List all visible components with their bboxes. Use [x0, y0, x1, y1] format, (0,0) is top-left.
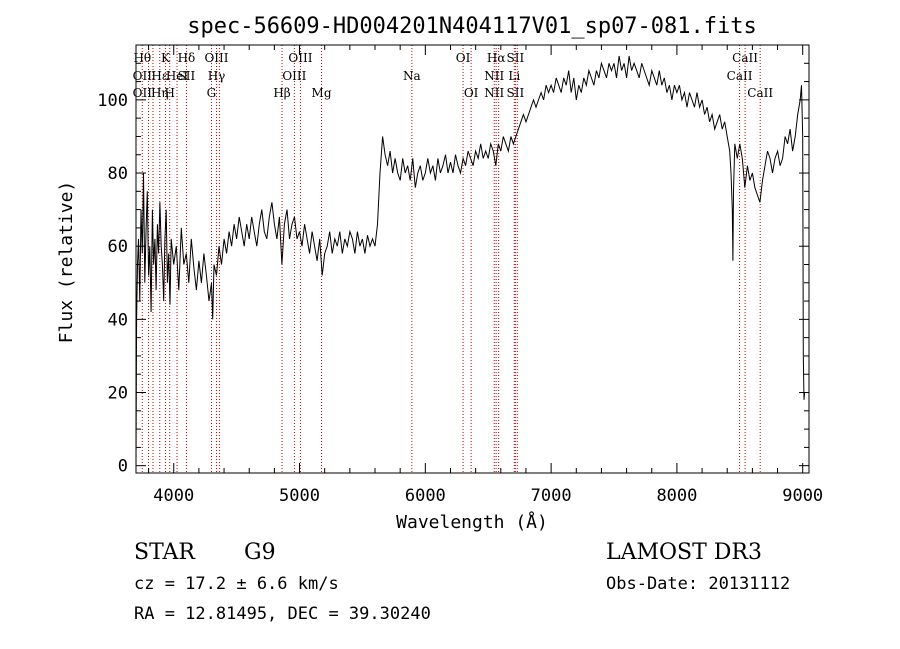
line-label: Mg: [312, 86, 332, 100]
line-label: Hδ: [178, 51, 196, 65]
line-label: OIII: [288, 51, 312, 65]
x-tick-label: 9000: [782, 486, 823, 506]
line-label: G: [207, 86, 217, 100]
object-type: STAR: [134, 540, 195, 565]
y-tick-label: 20: [108, 384, 128, 404]
line-label: CaII: [727, 69, 753, 83]
chart-title: spec-56609-HD004201N404117V01_sp07-081.f…: [187, 14, 757, 39]
coordinates: RA = 12.81495, DEC = 39.30240: [134, 604, 431, 624]
line-label: Hα: [487, 51, 506, 65]
line-label: OI: [464, 86, 479, 100]
x-tick-label: 6000: [405, 486, 446, 506]
line-label: Hε: [151, 69, 168, 83]
line-label: OI: [456, 51, 471, 65]
y-tick-label: 40: [108, 310, 128, 330]
line-label: Hη: [151, 86, 169, 100]
line-label: SII: [178, 69, 196, 83]
line-label: OII: [133, 86, 153, 100]
spectral-line-markers: [141, 45, 761, 473]
x-axis-label: Wavelength (Å): [396, 511, 548, 533]
line-label: OII: [133, 69, 153, 83]
line-label: NII: [484, 86, 504, 100]
y-axis-label: Flux (relative): [56, 181, 77, 344]
line-label: K: [161, 51, 171, 65]
survey-name: LAMOST DR3: [606, 540, 762, 565]
x-tick-label: 7000: [531, 486, 572, 506]
y-axis-ticks: 0 20 40 60 80 100: [97, 62, 809, 477]
y-tick-label: 0: [118, 457, 128, 477]
line-label: Hθ: [133, 51, 151, 65]
line-label: SII: [507, 51, 525, 65]
x-tick-label: 5000: [279, 486, 320, 506]
line-label: SII: [507, 86, 525, 100]
line-label: OIII: [204, 51, 228, 65]
object-subclass: G9: [244, 540, 276, 565]
redshift-velocity: cz = 17.2 ± 6.6 km/s: [134, 574, 339, 594]
line-label: OIII: [282, 69, 306, 83]
line-label: CaII: [732, 51, 758, 65]
spectrum-series-line: [135, 55, 806, 466]
x-axis-ticks: 4000 5000 6000 7000 8000 9000: [148, 45, 823, 506]
spectral-line-labels: HθOIIOIIHεHηKHHeIHδSIIGOIIIHγHβOIIIOIIIM…: [133, 51, 774, 100]
line-label: Hγ: [208, 69, 226, 83]
line-label: NII: [484, 69, 504, 83]
line-label: Li: [508, 69, 520, 83]
plot-frame: [135, 44, 810, 474]
line-label: Na: [403, 69, 421, 83]
line-label: CaII: [747, 86, 773, 100]
x-tick-label: 8000: [656, 486, 697, 506]
line-label: Hβ: [273, 86, 290, 100]
observation-date: Obs-Date: 20131112: [606, 574, 791, 594]
y-tick-label: 100: [97, 91, 128, 111]
line-label: HeI: [166, 69, 189, 83]
x-tick-label: 4000: [153, 486, 194, 506]
y-tick-label: 80: [108, 164, 128, 184]
y-tick-label: 60: [108, 237, 128, 257]
line-label: H: [164, 86, 174, 100]
